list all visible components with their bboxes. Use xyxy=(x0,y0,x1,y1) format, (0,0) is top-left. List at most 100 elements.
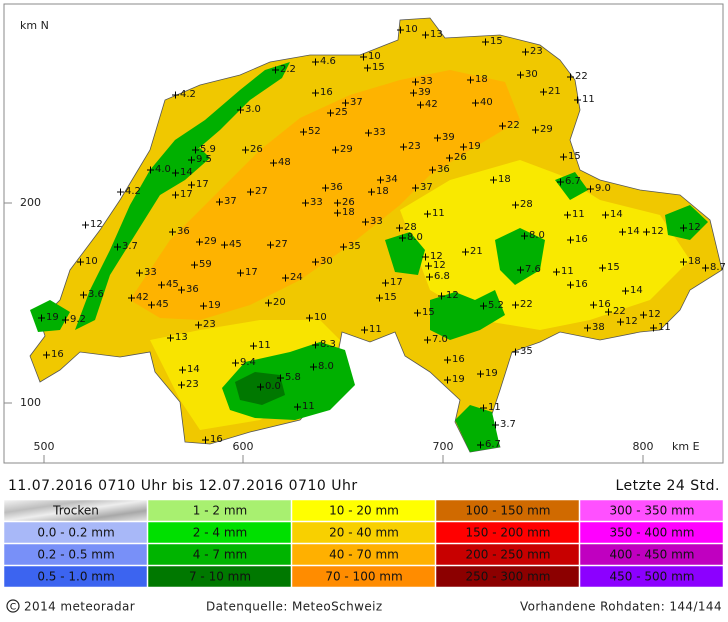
legend-label: 450 - 500 mm xyxy=(610,570,695,584)
station-marker xyxy=(188,156,195,164)
station-marker xyxy=(196,238,203,246)
station-value: 52 xyxy=(308,126,321,137)
station-value: 20 xyxy=(273,297,286,308)
legend-swatch xyxy=(147,499,292,522)
station-marker xyxy=(270,159,277,167)
station-marker xyxy=(480,302,487,310)
station-value: 39 xyxy=(418,87,431,98)
station-marker xyxy=(422,253,429,261)
station-value: 35 xyxy=(348,241,361,252)
station-value: 26 xyxy=(250,144,263,155)
station-value: 19 xyxy=(208,300,221,311)
station-marker xyxy=(302,199,309,207)
station-marker xyxy=(267,241,274,249)
station-value: 14 xyxy=(627,226,640,237)
legend-swatch xyxy=(291,521,436,544)
station-value: 28 xyxy=(404,222,417,233)
station-marker xyxy=(312,258,319,266)
station-marker xyxy=(277,374,284,382)
station-marker xyxy=(399,234,406,242)
station-value: 13 xyxy=(175,332,188,343)
station-value: 7.6 xyxy=(525,264,541,275)
station-marker xyxy=(327,109,334,117)
station-value: 14 xyxy=(610,209,623,220)
station-marker xyxy=(43,351,50,359)
station-value: 36 xyxy=(177,226,190,237)
station-value: 48 xyxy=(278,157,291,168)
raw-data-text: Vorhandene Rohdaten: 144/144 xyxy=(520,600,722,614)
legend-label: 2 - 4 mm xyxy=(193,526,247,540)
station-value: 11 xyxy=(369,324,382,335)
station-marker xyxy=(414,309,421,317)
copyright-text: 2014 meteoradar xyxy=(24,600,135,614)
station-marker xyxy=(128,294,135,302)
copyright-icon xyxy=(6,599,20,613)
legend-swatch xyxy=(435,565,580,588)
station-marker xyxy=(257,383,264,391)
legend-label: 350 - 400 mm xyxy=(610,526,695,540)
station-marker xyxy=(300,128,307,136)
legend-swatch xyxy=(435,499,580,522)
station-marker xyxy=(400,143,407,151)
station-marker xyxy=(250,342,257,350)
station-marker xyxy=(446,154,453,162)
station-value: 22 xyxy=(613,306,626,317)
legend-label: Trocken xyxy=(52,504,99,518)
station-value: 23 xyxy=(408,141,421,152)
station-value: 10 xyxy=(314,312,327,323)
station-marker xyxy=(360,53,367,61)
station-value: 3.7 xyxy=(500,419,516,430)
station-marker xyxy=(396,224,403,232)
x-tick-label: 800 xyxy=(633,440,654,453)
station-marker xyxy=(590,301,597,309)
station-value: 19 xyxy=(46,312,59,323)
station-value: 35 xyxy=(520,346,533,357)
station-marker xyxy=(540,88,547,96)
station-value: 4.0 xyxy=(155,164,171,175)
station-marker xyxy=(312,341,319,349)
station-marker xyxy=(221,241,228,249)
station-marker xyxy=(62,316,69,324)
station-value: 10 xyxy=(85,256,98,267)
station-marker xyxy=(422,31,429,39)
station-value: 3.0 xyxy=(245,104,261,115)
station-value: 45 xyxy=(229,239,242,250)
station-value: 12 xyxy=(90,219,103,230)
legend-label: 10 - 20 mm xyxy=(329,504,399,518)
station-value: 30 xyxy=(525,69,538,80)
station-value: 39 xyxy=(442,132,455,143)
station-marker xyxy=(237,269,244,277)
station-marker xyxy=(412,78,419,86)
station-marker xyxy=(532,126,539,134)
station-value: 15 xyxy=(568,151,581,162)
station-value: 16 xyxy=(320,87,333,98)
x-tick-label: 600 xyxy=(233,440,254,453)
station-value: 19 xyxy=(452,374,465,385)
station-marker xyxy=(188,181,195,189)
station-value: 29 xyxy=(204,236,217,247)
station-value: 5.2 xyxy=(488,300,504,311)
station-marker xyxy=(599,264,606,272)
station-value: 38 xyxy=(592,322,605,333)
station-marker xyxy=(564,211,571,219)
station-value: 17 xyxy=(180,189,193,200)
station-value: 16 xyxy=(575,234,588,245)
station-marker xyxy=(560,153,567,161)
station-marker xyxy=(444,356,451,364)
station-value: 12 xyxy=(648,309,661,320)
y-tick-label: 100 xyxy=(20,396,41,409)
station-marker xyxy=(397,26,404,34)
station-value: 12 xyxy=(688,222,701,233)
station-marker xyxy=(232,359,239,367)
station-marker xyxy=(377,176,384,184)
legend-swatch xyxy=(3,543,148,566)
station-marker xyxy=(364,64,371,72)
station-marker xyxy=(643,228,650,236)
station-marker xyxy=(195,321,202,329)
station-marker xyxy=(482,38,489,46)
station-marker xyxy=(462,248,469,256)
station-marker xyxy=(136,269,143,277)
legend-label: 1 - 2 mm xyxy=(193,504,247,518)
station-value: 19 xyxy=(468,141,481,152)
station-marker xyxy=(424,210,431,218)
